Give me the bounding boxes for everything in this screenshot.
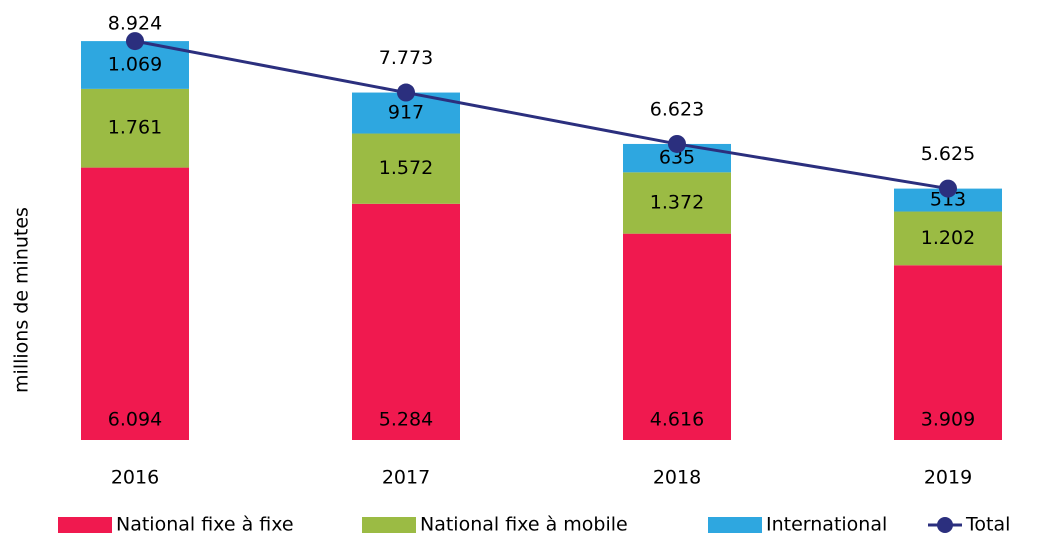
- legend-swatch: [362, 517, 416, 533]
- data-label: 1.572: [379, 157, 433, 179]
- total-point: [939, 179, 957, 198]
- total-line: [134, 39, 949, 191]
- bar-segment: [81, 88, 189, 168]
- total-point: [397, 83, 415, 102]
- x-tick-label: 2017: [382, 467, 430, 489]
- bar-segment: [352, 133, 460, 204]
- bar-segment: [352, 203, 460, 440]
- bar-segment: [623, 233, 731, 440]
- total-point: [668, 134, 686, 153]
- bar-segment: [623, 172, 731, 234]
- data-label: 4.616: [650, 409, 704, 431]
- data-label: 1.761: [108, 117, 162, 139]
- data-label: 635: [659, 147, 695, 169]
- y-axis-label: millions de minutes: [11, 207, 33, 393]
- total-label: 5.625: [921, 143, 975, 165]
- total-label: 8.924: [108, 13, 162, 35]
- legend-label: International: [766, 514, 887, 536]
- data-label: 6.094: [108, 409, 162, 431]
- x-tick-label: 2018: [653, 467, 701, 489]
- bar-segment: [894, 188, 1002, 212]
- bar-segment: [894, 211, 1002, 266]
- legend-label: Total: [965, 514, 1010, 536]
- total-point: [126, 32, 144, 51]
- data-label: 1.069: [108, 53, 162, 75]
- legend-label: National fixe à fixe: [116, 514, 294, 536]
- x-tick-label: 2019: [924, 467, 972, 489]
- bar-segment: [894, 265, 1002, 440]
- data-label: 5.284: [379, 409, 433, 431]
- data-label: 917: [388, 102, 424, 124]
- legend-marker: [937, 517, 953, 533]
- data-label: 513: [930, 189, 966, 211]
- data-label: 3.909: [921, 409, 975, 431]
- legend-swatch: [708, 517, 762, 533]
- total-label: 6.623: [650, 98, 704, 120]
- data-label: 1.372: [650, 192, 704, 214]
- x-tick-label: 2016: [111, 467, 159, 489]
- total-label: 7.773: [379, 47, 433, 69]
- legend-swatch: [58, 517, 112, 533]
- data-label: 1.202: [921, 227, 975, 249]
- bar-segment: [81, 167, 189, 440]
- legend-label: National fixe à mobile: [420, 514, 628, 536]
